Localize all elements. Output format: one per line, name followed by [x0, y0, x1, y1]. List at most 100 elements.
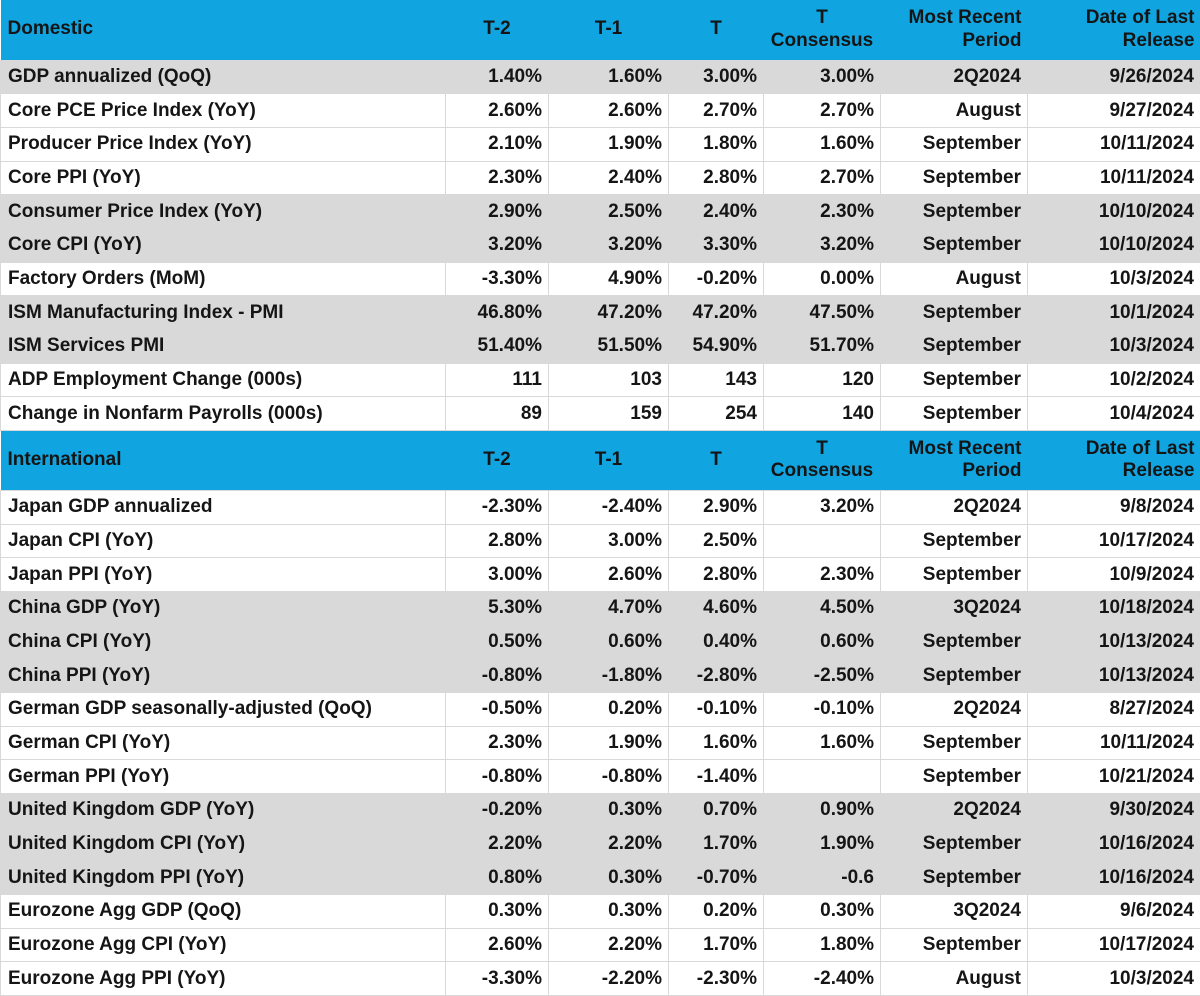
cell-consensus: 0.60% — [763, 624, 881, 660]
cell-release: 10/10/2024 — [1027, 227, 1200, 263]
cell-period: September — [880, 826, 1028, 862]
cell-period: September — [880, 557, 1028, 592]
cell-consensus: 0.90% — [763, 792, 881, 828]
indicator-label: Core PPI (YoY) — [0, 160, 446, 196]
cell-period: 2Q2024 — [880, 59, 1028, 95]
cell-t1: 3.00% — [548, 523, 669, 559]
cell-t1: 2.20% — [548, 826, 669, 862]
cell-period: September — [880, 194, 1028, 229]
table-row: Japan PPI (YoY) 3.00% 2.60% 2.80% 2.30% Septe… — [0, 557, 1200, 592]
cell-t2: 0.50% — [445, 624, 549, 660]
column-header-t2: T-2 — [445, 430, 549, 491]
column-header-t1: T-1 — [548, 0, 669, 60]
cell-period: 3Q2024 — [880, 893, 1028, 929]
cell-t2: 111 — [445, 362, 549, 398]
table-row: Factory Orders (MoM) -3.30% 4.90% -0.20% 0.0… — [0, 261, 1200, 297]
cell-t: 1.60% — [668, 725, 764, 761]
cell-t: 2.40% — [668, 194, 764, 229]
cell-period: September — [880, 759, 1028, 794]
table-row: China PPI (YoY) -0.80% -1.80% -2.80% -2.50% S… — [0, 658, 1200, 693]
cell-release: 10/13/2024 — [1027, 658, 1200, 693]
cell-t: -1.40% — [668, 759, 764, 794]
table-row: United Kingdom PPI (YoY) 0.80% 0.30% -0.70%… — [0, 860, 1200, 895]
cell-t: 254 — [668, 396, 764, 431]
cell-t1: 2.20% — [548, 927, 669, 963]
cell-t2: 51.40% — [445, 328, 549, 364]
indicator-label: GDP annualized (QoQ) — [0, 59, 446, 95]
cell-period: September — [880, 860, 1028, 895]
indicator-label: German GDP seasonally-adjusted (QoQ) — [0, 691, 446, 727]
cell-t2: 1.40% — [445, 59, 549, 95]
column-header-t1: T-1 — [548, 430, 669, 491]
cell-release: 9/27/2024 — [1027, 93, 1200, 128]
cell-consensus: 120 — [763, 362, 881, 398]
cell-t2: 2.80% — [445, 523, 549, 559]
cell-t: 47.20% — [668, 295, 764, 330]
indicator-label: Factory Orders (MoM) — [0, 261, 446, 297]
cell-consensus: 1.60% — [763, 126, 881, 162]
cell-period: September — [880, 658, 1028, 693]
cell-period: September — [880, 523, 1028, 559]
cell-period: 2Q2024 — [880, 792, 1028, 828]
indicator-label: Core PCE Price Index (YoY) — [0, 93, 446, 128]
cell-t1: 1.90% — [548, 126, 669, 162]
cell-t: 3.30% — [668, 227, 764, 263]
cell-t1: -2.20% — [548, 961, 669, 996]
cell-period: September — [880, 227, 1028, 263]
cell-t: -2.30% — [668, 961, 764, 996]
cell-release: 9/30/2024 — [1027, 792, 1200, 828]
cell-t2: -0.20% — [445, 792, 549, 828]
indicator-label: Eurozone Agg GDP (QoQ) — [0, 893, 446, 929]
cell-consensus: 51.70% — [763, 328, 881, 364]
indicator-label: Eurozone Agg CPI (YoY) — [0, 927, 446, 963]
indicator-label: Eurozone Agg PPI (YoY) — [0, 961, 446, 996]
cell-consensus: 47.50% — [763, 295, 881, 330]
cell-t2: 2.10% — [445, 126, 549, 162]
cell-t: 2.50% — [668, 523, 764, 559]
cell-release: 10/16/2024 — [1027, 826, 1200, 862]
cell-t1: 159 — [548, 396, 669, 431]
cell-t: -2.80% — [668, 658, 764, 693]
column-header-t: T — [668, 430, 764, 491]
column-header-period: Most Recent Period — [880, 430, 1028, 491]
cell-consensus: 1.90% — [763, 826, 881, 862]
cell-t: 2.80% — [668, 557, 764, 592]
table-row: China CPI (YoY) 0.50% 0.60% 0.40% 0.60% Septe… — [0, 624, 1200, 660]
cell-t1: 3.20% — [548, 227, 669, 263]
cell-t: 2.70% — [668, 93, 764, 128]
cell-t: 2.90% — [668, 489, 764, 525]
cell-release: 10/11/2024 — [1027, 126, 1200, 162]
cell-t: 3.00% — [668, 59, 764, 95]
table-row: ISM Services PMI 51.40% 51.50% 54.90% 51.70%… — [0, 328, 1200, 364]
cell-t2: -3.30% — [445, 961, 549, 996]
table-row: China GDP (YoY) 5.30% 4.70% 4.60% 4.50% 3Q202… — [0, 590, 1200, 626]
cell-t1: -0.80% — [548, 759, 669, 794]
cell-t1: 1.60% — [548, 59, 669, 95]
cell-release: 10/10/2024 — [1027, 194, 1200, 229]
column-header-consensus: T Consensus — [763, 0, 881, 60]
cell-release: 10/11/2024 — [1027, 725, 1200, 761]
table-row: Eurozone Agg PPI (YoY) -3.30% -2.20% -2.30%… — [0, 961, 1200, 996]
cell-t1: 0.60% — [548, 624, 669, 660]
cell-t1: 103 — [548, 362, 669, 398]
cell-t1: -2.40% — [548, 489, 669, 525]
column-header-t2: T-2 — [445, 0, 549, 60]
cell-release: 8/27/2024 — [1027, 691, 1200, 727]
column-header-release: Date of Last Release — [1027, 0, 1200, 60]
cell-t2: -3.30% — [445, 261, 549, 297]
cell-period: August — [880, 93, 1028, 128]
cell-consensus: 2.70% — [763, 93, 881, 128]
indicator-label: Consumer Price Index (YoY) — [0, 194, 446, 229]
cell-release: 10/21/2024 — [1027, 759, 1200, 794]
cell-t1: 1.90% — [548, 725, 669, 761]
cell-t: -0.70% — [668, 860, 764, 895]
cell-consensus: 2.30% — [763, 557, 881, 592]
cell-t2: 2.20% — [445, 826, 549, 862]
cell-t1: 2.60% — [548, 93, 669, 128]
table-row: Core PCE Price Index (YoY) 2.60% 2.60% 2.70… — [0, 93, 1200, 128]
table-row: German GDP seasonally-adjusted (QoQ) -0.5… — [0, 691, 1200, 727]
cell-release: 10/3/2024 — [1027, 261, 1200, 297]
cell-consensus: 1.60% — [763, 725, 881, 761]
cell-consensus: -2.40% — [763, 961, 881, 996]
